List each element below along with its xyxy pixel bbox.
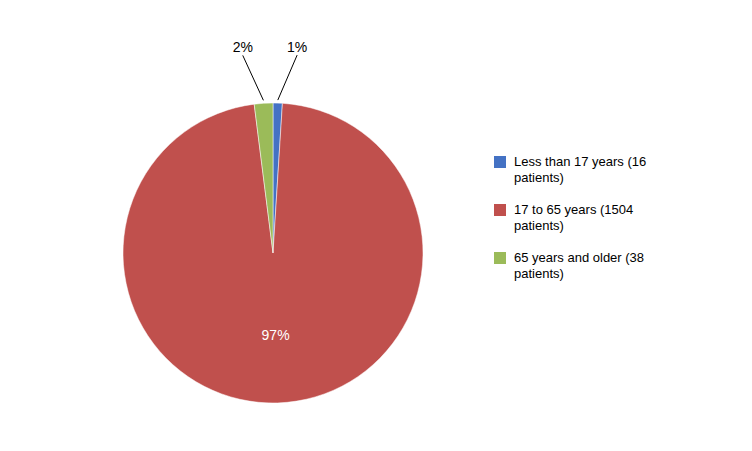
- html-text:65 years and older (38 patient: 65 years and older (38 patients): [514, 249, 645, 281]
- svg-text:97%: 97%: [262, 327, 290, 343]
- svg-text:1%: 1%: [287, 39, 307, 55]
- html-text:Less than 17 years (16 patient: Less than 17 years (16 patients): [514, 153, 647, 185]
- html-text:17 to 65 years (1504 patients): 17 to 65 years (1504 patients): [514, 201, 634, 233]
- svg-text:2%: 2%: [233, 39, 253, 55]
